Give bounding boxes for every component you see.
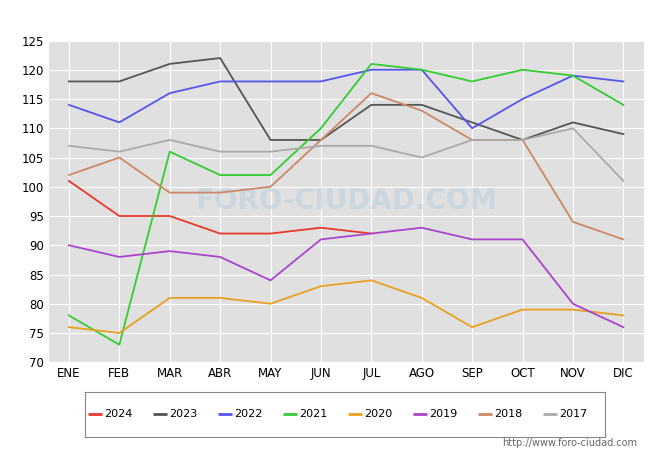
Text: Afiliados en Villoldo a 31/5/2024: Afiliados en Villoldo a 31/5/2024 [191, 9, 459, 27]
Text: 2019: 2019 [429, 409, 457, 419]
Text: 2017: 2017 [559, 409, 587, 419]
Text: 2021: 2021 [299, 409, 327, 419]
Text: 2024: 2024 [104, 409, 133, 419]
Text: 2022: 2022 [234, 409, 263, 419]
Text: 2018: 2018 [494, 409, 522, 419]
Text: 2020: 2020 [364, 409, 392, 419]
Text: FORO-CIUDAD.COM: FORO-CIUDAD.COM [195, 187, 497, 216]
Text: http://www.foro-ciudad.com: http://www.foro-ciudad.com [502, 438, 637, 448]
Text: 2023: 2023 [169, 409, 197, 419]
